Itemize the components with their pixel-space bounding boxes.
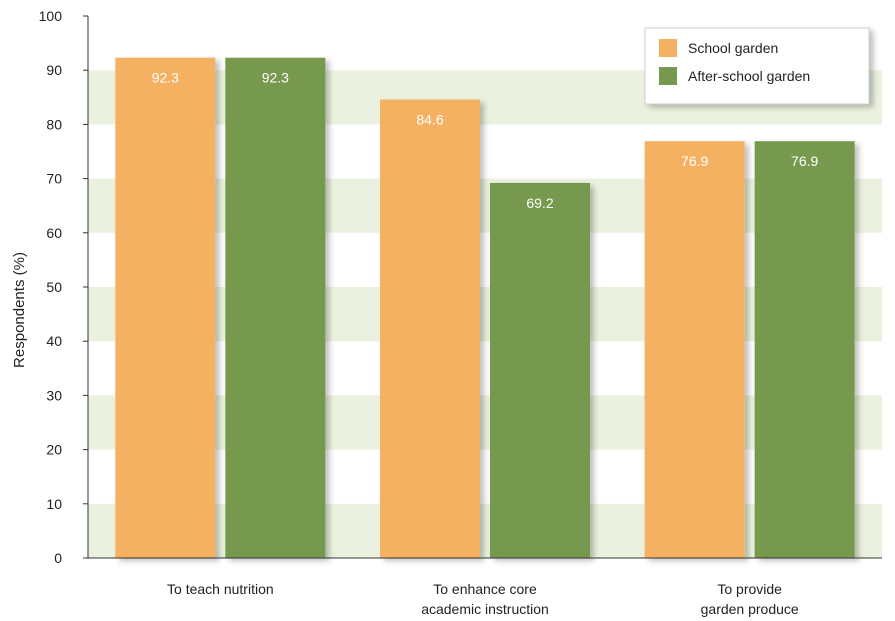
bar: [380, 99, 480, 558]
y-tick-label: 30: [46, 387, 62, 403]
y-tick-label: 70: [46, 171, 62, 187]
y-tick-label: 100: [39, 8, 63, 24]
y-tick-label: 90: [46, 62, 62, 78]
y-tick-label: 80: [46, 116, 62, 132]
background-bands: [88, 70, 882, 558]
grid-band: [88, 287, 882, 342]
legend-swatch: [659, 39, 677, 57]
bar-value-label: 92.3: [262, 70, 289, 86]
y-axis-label: Respondents (%): [11, 252, 28, 368]
legend-label: School garden: [688, 40, 778, 56]
bar: [225, 57, 326, 558]
x-tick-label: To enhance core academic instruction: [421, 581, 549, 617]
bar-value-label: 76.9: [681, 153, 708, 169]
bar: [644, 141, 745, 558]
x-tick-label: To teach nutrition: [167, 581, 274, 597]
bars: 92.3 92.3 84.6 69.2 76.9 76.9: [115, 57, 855, 558]
y-axis: 0 10 20 30 40 50 60 70 80 90 100: [39, 8, 89, 566]
y-tick-label: 0: [54, 550, 62, 566]
grid-band: [88, 503, 882, 558]
y-tick-label: 50: [46, 279, 62, 295]
legend: School garden After-school garden: [644, 27, 870, 105]
bar: [754, 141, 855, 558]
bar-value-label: 76.9: [791, 153, 818, 169]
y-tick-label: 40: [46, 333, 62, 349]
y-tick-label: 10: [46, 496, 62, 512]
bar: [490, 182, 590, 558]
x-axis: To teach nutrition To enhance core academi…: [88, 557, 882, 617]
bar-value-label: 84.6: [416, 111, 443, 127]
legend-label: After-school garden: [688, 68, 810, 84]
x-tick-label: To provide garden produce: [701, 581, 799, 617]
legend-box: [644, 27, 870, 105]
grid-band: [88, 178, 882, 233]
y-tick-label: 20: [46, 442, 62, 458]
bar-value-label: 69.2: [526, 195, 553, 211]
legend-swatch: [659, 67, 677, 85]
bar: [115, 57, 216, 558]
bar-value-label: 92.3: [152, 70, 179, 86]
y-tick-label: 60: [46, 225, 62, 241]
grid-band: [88, 395, 882, 450]
